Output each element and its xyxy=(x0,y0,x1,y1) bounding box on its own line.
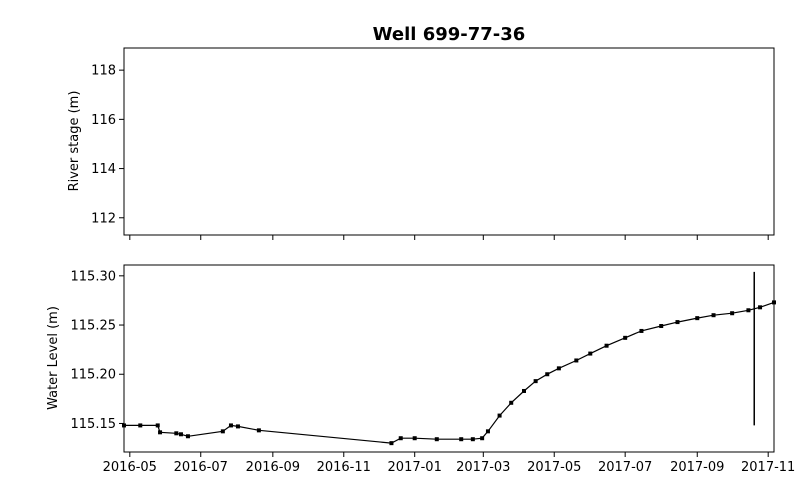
water-level-point xyxy=(155,423,160,428)
water-level-y-tick-label: 115.25 xyxy=(71,319,117,334)
water-level-point xyxy=(138,423,143,428)
water-level-x-tick-label: 2017-01 xyxy=(388,460,442,475)
water-level-axes-frame xyxy=(123,264,775,453)
water-level-point xyxy=(556,366,561,371)
river-stage-axes-frame xyxy=(123,47,775,236)
water-level-point xyxy=(509,400,514,405)
water-level-x-tick-label: 2017-11 xyxy=(741,460,795,475)
river-stage-y-tick-label: 118 xyxy=(91,64,116,79)
water-level-x-tick-label: 2017-05 xyxy=(527,460,581,475)
water-level-point xyxy=(185,434,190,439)
water-level-point xyxy=(178,432,183,437)
water-level-x-tick-label: 2017-09 xyxy=(670,460,724,475)
water-level-y-axis-label: Water Level (m) xyxy=(46,306,61,410)
water-level-point xyxy=(459,437,464,442)
river-stage-y-tick-label: 112 xyxy=(91,211,116,226)
water-level-y-tick-label: 115.20 xyxy=(71,368,117,383)
water-level-x-ticks: 2016-05 2016-07 2016-09 2016-11 2017-01 2017-… xyxy=(103,452,795,475)
water-level-series xyxy=(122,271,776,446)
water-level-point xyxy=(174,431,179,436)
water-level-point xyxy=(158,430,163,435)
water-level-x-tick-label: 2016-09 xyxy=(246,460,300,475)
water-level-y-tick-label: 115.15 xyxy=(71,417,117,432)
water-level-point xyxy=(588,351,593,356)
water-level-point xyxy=(695,316,700,321)
river-stage-y-tick-label: 114 xyxy=(91,162,116,177)
river-stage-y-ticks: 112 114 116 118 xyxy=(91,64,124,226)
water-level-point xyxy=(485,429,490,434)
water-level-x-tick-label: 2016-07 xyxy=(174,460,228,475)
water-level-point xyxy=(758,305,763,310)
river-stage-x-ticks xyxy=(129,235,769,240)
water-level-point xyxy=(772,300,776,305)
water-level-point xyxy=(623,335,628,340)
water-level-point xyxy=(256,428,261,433)
water-level-point xyxy=(480,436,485,441)
water-level-point xyxy=(711,313,716,318)
water-level-point xyxy=(235,424,240,429)
water-level-point xyxy=(434,437,439,442)
river-stage-panel: 112 114 116 118 River stage (m) xyxy=(67,47,775,240)
water-level-point xyxy=(675,320,680,325)
water-level-x-tick-label: 2016-11 xyxy=(317,460,371,475)
chart-title: Well 699-77-36 xyxy=(373,24,526,45)
river-stage-y-tick-label: 116 xyxy=(91,113,116,128)
water-level-point xyxy=(228,423,233,428)
water-level-line xyxy=(124,301,775,444)
water-level-point xyxy=(497,413,502,418)
water-level-point xyxy=(470,437,475,442)
water-level-point xyxy=(730,311,735,316)
water-level-point xyxy=(398,436,403,441)
water-level-point xyxy=(659,324,664,329)
water-level-point xyxy=(412,436,417,441)
water-level-point xyxy=(220,429,225,434)
water-level-point xyxy=(522,388,526,393)
water-level-x-tick-label: 2017-03 xyxy=(456,460,510,475)
water-level-point xyxy=(389,441,394,446)
river-stage-y-axis-label: River stage (m) xyxy=(67,91,82,192)
water-level-x-tick-label: 2017-07 xyxy=(598,460,652,475)
water-level-point xyxy=(545,372,550,377)
water-level-point xyxy=(574,358,579,363)
water-level-point xyxy=(533,379,538,384)
water-level-point xyxy=(746,308,751,313)
water-level-point xyxy=(604,343,609,348)
water-level-y-tick-label: 115.30 xyxy=(71,269,117,284)
water-level-point xyxy=(639,328,644,333)
water-level-point xyxy=(122,423,126,428)
water-level-y-ticks: 115.15 115.20 115.25 115.30 xyxy=(71,269,124,432)
water-level-x-tick-label: 2016-05 xyxy=(103,460,157,475)
